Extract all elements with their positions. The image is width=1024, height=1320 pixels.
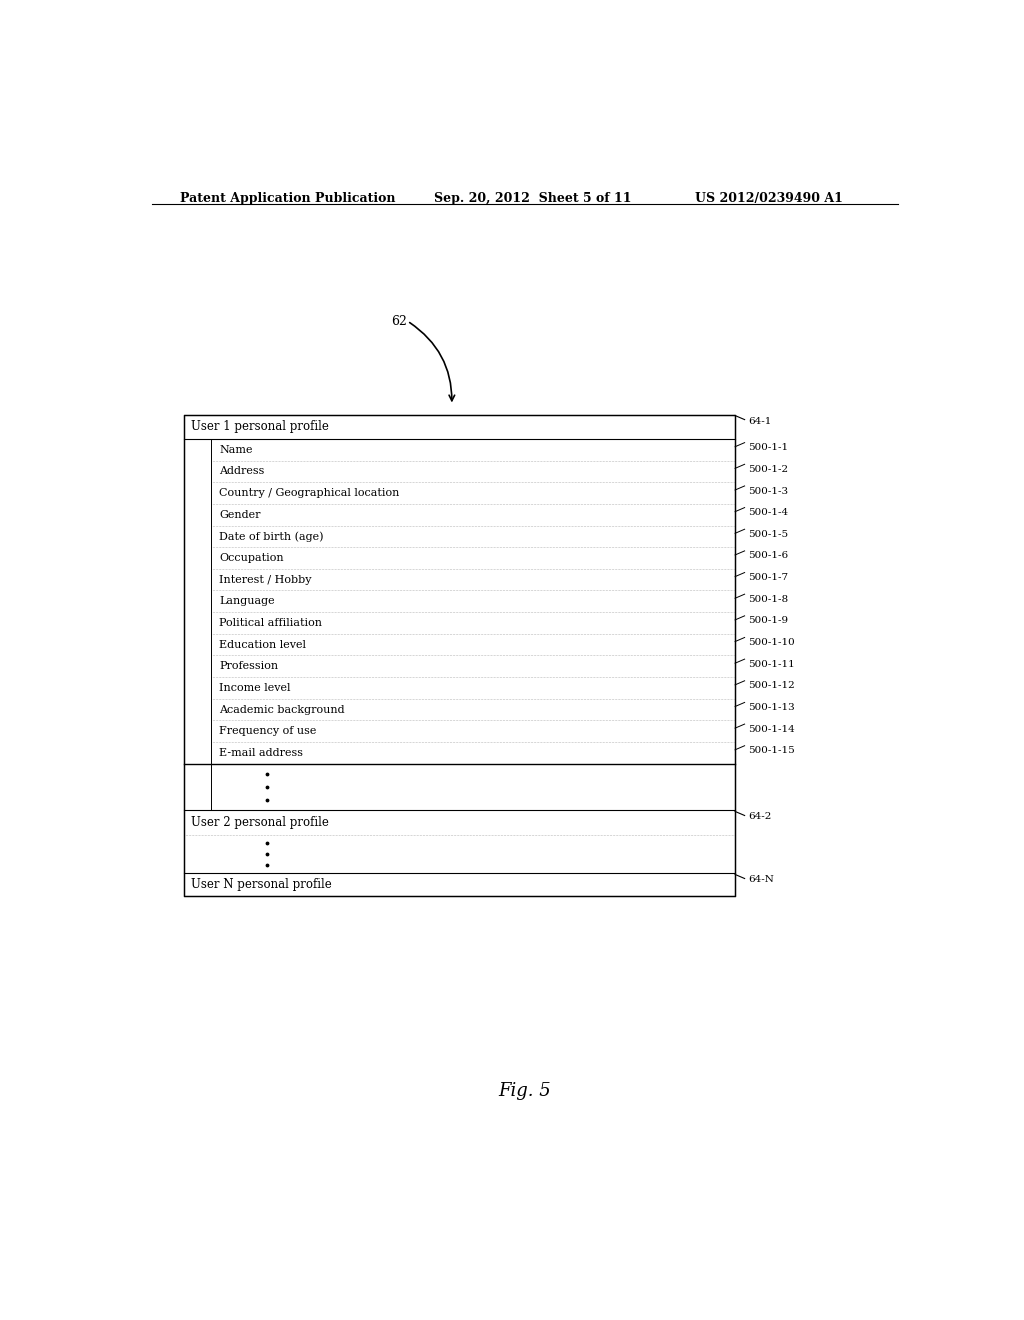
Text: Education level: Education level (219, 640, 306, 649)
Text: Name: Name (219, 445, 253, 455)
Text: 62: 62 (391, 315, 408, 327)
Text: Fig. 5: Fig. 5 (499, 1082, 551, 1101)
Text: Date of birth (age): Date of birth (age) (219, 531, 324, 541)
Text: 64-1: 64-1 (748, 417, 771, 425)
Text: Patent Application Publication: Patent Application Publication (179, 191, 395, 205)
Text: 64-N: 64-N (748, 875, 774, 884)
Text: Gender: Gender (219, 510, 261, 520)
Text: 500-1-4: 500-1-4 (748, 508, 787, 517)
Text: Occupation: Occupation (219, 553, 284, 564)
Text: Income level: Income level (219, 682, 291, 693)
Text: 500-1-7: 500-1-7 (748, 573, 787, 582)
Text: 500-1-1: 500-1-1 (748, 444, 787, 453)
Text: 500-1-10: 500-1-10 (748, 638, 795, 647)
Text: 500-1-13: 500-1-13 (748, 704, 795, 711)
Text: Profession: Profession (219, 661, 279, 672)
Bar (183, 414, 735, 896)
Text: Address: Address (219, 466, 264, 477)
Text: 500-1-5: 500-1-5 (748, 529, 787, 539)
Text: User 2 personal profile: User 2 personal profile (191, 816, 330, 829)
Text: 500-1-14: 500-1-14 (748, 725, 795, 734)
Text: US 2012/0239490 A1: US 2012/0239490 A1 (695, 191, 844, 205)
Text: Language: Language (219, 597, 274, 606)
Text: 64-2: 64-2 (748, 812, 771, 821)
Text: 500-1-8: 500-1-8 (748, 595, 787, 603)
Text: 500-1-15: 500-1-15 (748, 746, 795, 755)
Text: Country / Geographical location: Country / Geographical location (219, 488, 399, 498)
Text: 500-1-12: 500-1-12 (748, 681, 795, 690)
Text: 500-1-11: 500-1-11 (748, 660, 795, 669)
Text: Political affiliation: Political affiliation (219, 618, 323, 628)
Text: 500-1-3: 500-1-3 (748, 487, 787, 495)
Text: Academic background: Academic background (219, 705, 345, 714)
Text: Frequency of use: Frequency of use (219, 726, 316, 737)
Text: 500-1-9: 500-1-9 (748, 616, 787, 626)
Text: 500-1-6: 500-1-6 (748, 552, 787, 561)
Text: 500-1-2: 500-1-2 (748, 465, 787, 474)
Text: E-mail address: E-mail address (219, 748, 303, 758)
Text: Sep. 20, 2012  Sheet 5 of 11: Sep. 20, 2012 Sheet 5 of 11 (433, 191, 631, 205)
Text: User N personal profile: User N personal profile (191, 878, 332, 891)
Text: Interest / Hobby: Interest / Hobby (219, 574, 311, 585)
Text: User 1 personal profile: User 1 personal profile (191, 420, 330, 433)
